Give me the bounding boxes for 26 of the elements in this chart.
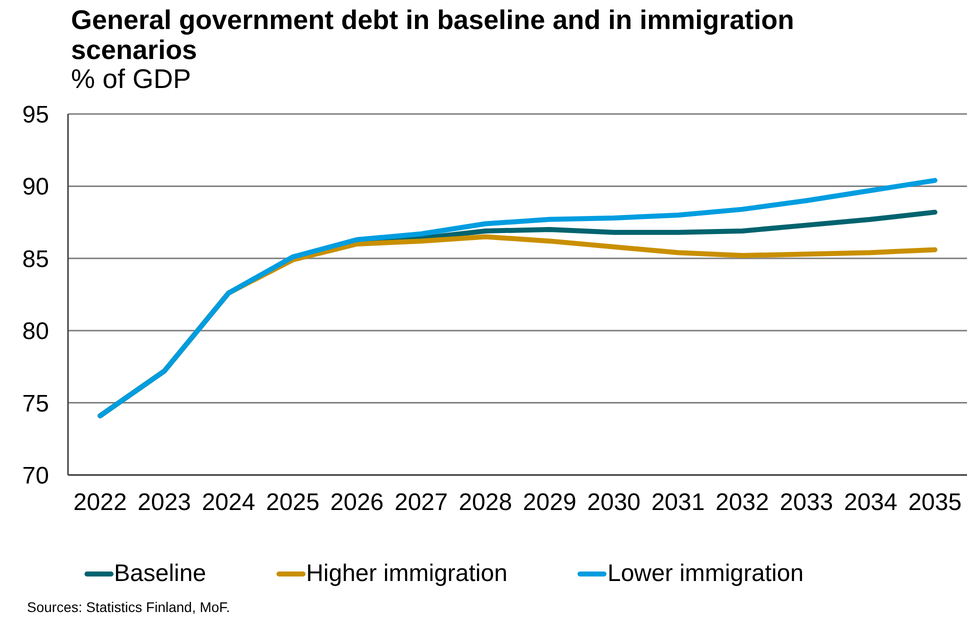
y-tick-label: 70: [22, 462, 49, 490]
x-tick-label: 2022: [73, 489, 127, 516]
y-tick-label: 80: [22, 318, 49, 346]
source-note: Sources: Statistics Finland, MoF.: [27, 599, 230, 615]
x-tick-label: 2032: [716, 489, 769, 516]
x-tick-label: 2025: [266, 489, 320, 516]
chart-subtitle: % of GDP: [71, 64, 192, 94]
y-tick-label: 95: [22, 102, 49, 129]
x-tick-label: 2024: [202, 489, 256, 516]
x-tick-label: 2023: [138, 489, 192, 516]
x-tick-label: 2028: [458, 489, 512, 516]
y-tick-label: 75: [22, 390, 49, 418]
x-tick-label: 2034: [844, 489, 898, 516]
x-tick-label: 2033: [780, 489, 834, 516]
x-tick-label: 2027: [394, 489, 448, 516]
x-tick-label: 2026: [330, 489, 384, 516]
x-tick-label: 2030: [587, 489, 641, 516]
y-tick-label: 85: [22, 246, 49, 273]
chart-title: General government debt in baseline and in immigration scenarios: [71, 5, 796, 65]
x-tick-label: 2035: [908, 489, 962, 516]
x-tick-label: 2031: [651, 489, 705, 516]
legend-label: Baseline: [114, 560, 206, 588]
legend-label: Higher immigration: [306, 560, 508, 588]
legend-label: Lower immigration: [607, 560, 804, 588]
x-tick-label: 2029: [522, 489, 576, 516]
y-tick-label: 90: [22, 174, 49, 201]
